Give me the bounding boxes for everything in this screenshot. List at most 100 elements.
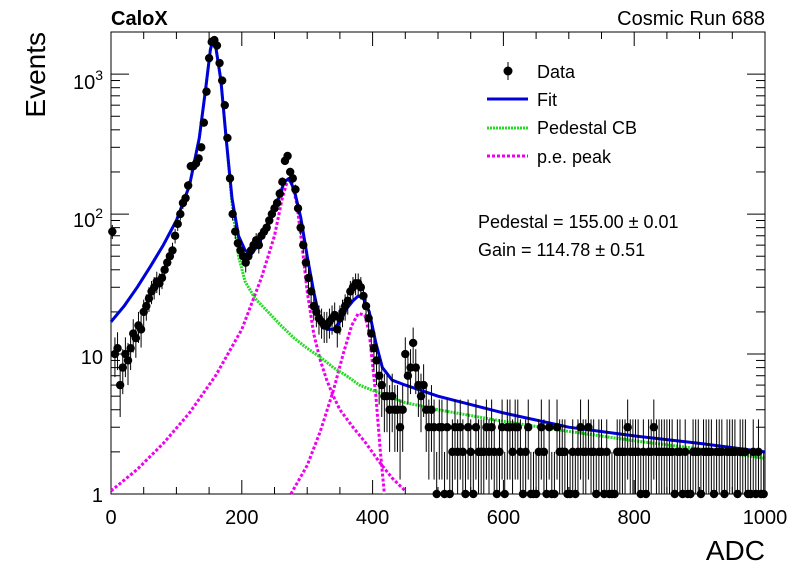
data-point xyxy=(181,193,190,204)
data-marker xyxy=(544,423,554,432)
data-point xyxy=(299,237,308,254)
data-marker xyxy=(254,240,264,250)
data-marker xyxy=(592,489,601,499)
data-point xyxy=(463,399,473,480)
data-marker xyxy=(518,489,528,499)
data-point xyxy=(456,399,465,480)
data-marker xyxy=(113,344,122,353)
data-point xyxy=(283,151,292,161)
legend: Data Fit Pedestal CB p.e. peak xyxy=(487,62,637,167)
data-point xyxy=(194,154,203,163)
legend-label-data: Data xyxy=(537,62,576,82)
data-point xyxy=(466,419,475,494)
data-point xyxy=(401,337,410,378)
curve-p-e-peak xyxy=(110,178,407,493)
data-point xyxy=(560,419,570,494)
data-point xyxy=(225,173,235,184)
data-point xyxy=(254,237,264,254)
data-point xyxy=(513,399,522,480)
data-marker xyxy=(170,231,180,240)
data-marker xyxy=(335,314,345,323)
data-point xyxy=(487,399,496,480)
data-marker xyxy=(401,349,410,359)
data-point xyxy=(709,451,719,499)
data-marker xyxy=(372,356,381,365)
data-marker xyxy=(168,246,177,255)
data-point xyxy=(571,451,580,499)
data-marker xyxy=(204,53,214,63)
data-marker xyxy=(641,489,651,499)
data-point xyxy=(288,173,298,184)
data-point xyxy=(275,188,284,200)
curve-p-e-peak-2 xyxy=(289,312,386,495)
data-point xyxy=(304,268,313,290)
data-point xyxy=(285,167,295,177)
data-point xyxy=(168,242,177,260)
data-point xyxy=(231,224,240,240)
data-point xyxy=(442,399,452,480)
data-point xyxy=(108,224,117,240)
data-marker xyxy=(212,41,222,50)
data-marker xyxy=(623,423,632,432)
data-marker xyxy=(403,371,413,380)
data-marker xyxy=(233,238,243,248)
data-marker xyxy=(492,489,502,499)
data-marker xyxy=(524,423,533,432)
data-point xyxy=(458,419,468,494)
data-marker xyxy=(513,423,522,432)
y-tick-label-10: 10 xyxy=(81,347,103,369)
data-marker xyxy=(296,223,305,232)
data-marker xyxy=(123,356,133,365)
x-tick-labels: 0 200 400 600 800 1000 xyxy=(105,507,787,529)
data-marker xyxy=(649,423,659,432)
y-tick-label-1000-exp: 3 xyxy=(95,67,103,83)
data-marker xyxy=(471,423,481,432)
data-point xyxy=(115,364,125,417)
data-point xyxy=(364,305,373,335)
legend-item-data: Data xyxy=(503,62,576,82)
data-marker xyxy=(115,380,125,390)
x-axis-label: ADC xyxy=(706,535,765,566)
data-marker xyxy=(121,349,130,359)
data-point xyxy=(170,228,180,244)
data-marker xyxy=(288,174,298,183)
data-marker xyxy=(419,380,428,390)
data-marker xyxy=(741,447,750,457)
data-point xyxy=(696,451,706,499)
data-point xyxy=(552,399,562,480)
x-tick-label: 200 xyxy=(225,507,258,529)
y-tick-label-100-exp: 2 xyxy=(95,205,103,221)
data-marker xyxy=(291,185,300,194)
data-point xyxy=(649,399,659,480)
data-marker xyxy=(469,489,478,499)
data-marker xyxy=(754,447,763,457)
data-point xyxy=(113,332,122,371)
data-marker xyxy=(312,307,321,317)
data-marker xyxy=(487,423,496,432)
data-point xyxy=(544,399,554,480)
data-marker xyxy=(369,344,379,353)
data-marker xyxy=(552,423,562,432)
legend-item-fit: Fit xyxy=(487,90,557,110)
data-marker xyxy=(228,209,237,219)
curve-fit xyxy=(109,38,766,454)
x-tick-label: 0 xyxy=(105,507,116,529)
data-marker xyxy=(398,405,407,414)
data-marker xyxy=(231,227,240,236)
data-marker xyxy=(537,423,546,432)
data-marker xyxy=(160,265,169,274)
data-point xyxy=(272,197,282,209)
data-point xyxy=(524,399,533,480)
header-right: Cosmic Run 688 xyxy=(617,8,765,30)
y-tick-label-1: 1 xyxy=(92,485,103,507)
data-marker xyxy=(571,489,580,499)
data-point xyxy=(495,419,504,494)
legend-data-marker xyxy=(503,66,513,76)
data-point xyxy=(508,419,517,494)
data-marker xyxy=(432,489,441,499)
data-point xyxy=(602,419,611,494)
data-marker xyxy=(181,193,190,203)
annotation-gain: Gain = 114.78 ± 0.51 xyxy=(478,240,645,260)
data-marker xyxy=(395,423,405,432)
data-point xyxy=(228,208,237,221)
